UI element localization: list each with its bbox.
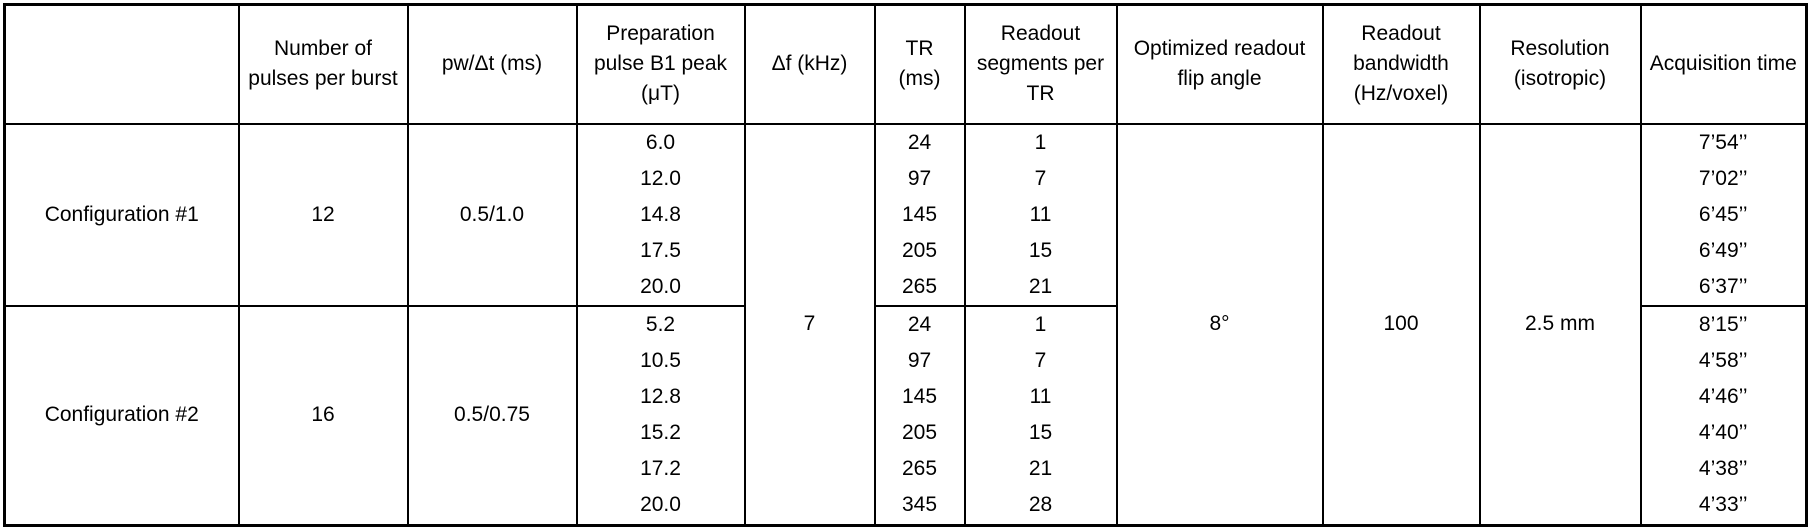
stacked-value: 21 — [1028, 274, 1053, 298]
bandwidth-cell: 100 — [1321, 122, 1481, 527]
stacked-value: 11 — [1029, 202, 1052, 226]
readout-segments-values-cell: 1 7 11 15 21 — [963, 122, 1118, 307]
sequence-parameters-table: Number of pulses per burst pw/Δt (ms) Pr… — [3, 3, 1808, 527]
stacked-value: 24 — [907, 312, 932, 336]
configuration-2-row: Configuration #2 16 0.5/0.75 5.2 10.5 12.8… — [3, 304, 1808, 527]
readout-segments-values-cell: 1 7 11 15 21 28 — [963, 304, 1118, 527]
stacked-value: 21 — [1028, 457, 1053, 481]
stacked-value: 1 — [1034, 312, 1047, 336]
header-readout-segments: Readout segments per TR — [963, 3, 1118, 125]
pw-dt-cell: 0.5/0.75 — [406, 304, 578, 527]
header-pulses-per-burst: Number of pulses per burst — [237, 3, 409, 125]
acquisition-time-values-cell: 8’15’’ 4’58’’ 4’46’’ 4’40’’ 4’38’’ 4’33’’ — [1639, 304, 1808, 527]
stacked-value: 10.5 — [640, 349, 681, 373]
header-bandwidth: Readout bandwidth (Hz/voxel) — [1321, 3, 1481, 125]
stacked-value: 97 — [907, 166, 932, 190]
b1-peak-values-cell: 6.0 12.0 14.8 17.5 20.0 — [575, 122, 746, 307]
stacked-value: 12.0 — [640, 166, 681, 190]
pulses-per-burst-cell: 12 — [237, 122, 409, 307]
table-header-row: Number of pulses per burst pw/Δt (ms) Pr… — [3, 3, 1808, 125]
delta-f-cell: 7 — [743, 122, 876, 527]
stacked-value: 1 — [1034, 130, 1047, 154]
stacked-value: 12.8 — [640, 385, 681, 409]
stacked-value: 15.2 — [640, 421, 681, 445]
stacked-value: 145 — [901, 385, 938, 409]
stacked-value: 6’37’’ — [1698, 274, 1748, 298]
stacked-value: 4’46’’ — [1698, 385, 1748, 409]
header-pw-dt: pw/Δt (ms) — [406, 3, 578, 125]
stacked-value: 20.0 — [640, 493, 681, 517]
stacked-value: 8’15’’ — [1698, 312, 1748, 336]
stacked-value: 97 — [907, 349, 932, 373]
stacked-value: 6’45’’ — [1698, 202, 1748, 226]
stacked-value: 7’02’’ — [1698, 166, 1748, 190]
stacked-value: 205 — [901, 238, 938, 262]
stacked-value: 11 — [1029, 385, 1052, 409]
stacked-value: 345 — [901, 493, 938, 517]
stacked-value: 4’58’’ — [1698, 349, 1748, 373]
stacked-value: 4’38’’ — [1698, 457, 1748, 481]
stacked-value: 145 — [901, 202, 938, 226]
flip-angle-cell: 8° — [1115, 122, 1324, 527]
stacked-value: 265 — [901, 457, 938, 481]
tr-values-cell: 24 97 145 205 265 — [873, 122, 966, 307]
stacked-value: 265 — [901, 274, 938, 298]
stacked-value: 24 — [907, 130, 932, 154]
tr-values-cell: 24 97 145 205 265 345 — [873, 304, 966, 527]
stacked-value: 4’33’’ — [1698, 493, 1748, 517]
header-delta-f: Δf (kHz) — [743, 3, 876, 125]
stacked-value: 5.2 — [645, 312, 676, 336]
stacked-value: 205 — [901, 421, 938, 445]
stacked-value: 15 — [1028, 238, 1053, 262]
acquisition-time-values-cell: 7’54’’ 7’02’’ 6’45’’ 6’49’’ 6’37’’ — [1639, 122, 1808, 307]
stacked-value: 17.2 — [640, 457, 681, 481]
stacked-value: 6’49’’ — [1698, 238, 1748, 262]
pw-dt-cell: 0.5/1.0 — [406, 122, 578, 307]
stacked-value: 4’40’’ — [1698, 421, 1748, 445]
header-resolution: Resolution (isotropic) — [1478, 3, 1642, 125]
config-name-cell: Configuration #1 — [3, 122, 240, 307]
b1-peak-values-cell: 5.2 10.5 12.8 15.2 17.2 20.0 — [575, 304, 746, 527]
header-tr: TR (ms) — [873, 3, 966, 125]
stacked-value: 7 — [1034, 166, 1047, 190]
stacked-value: 7’54’’ — [1698, 130, 1748, 154]
config-name-cell: Configuration #2 — [3, 304, 240, 527]
header-acquisition-time: Acquisition time — [1639, 3, 1808, 125]
stacked-value: 6.0 — [645, 130, 676, 154]
header-blank — [3, 3, 240, 125]
stacked-value: 17.5 — [640, 238, 681, 262]
resolution-cell: 2.5 mm — [1478, 122, 1642, 527]
header-b1-peak: Preparation pulse B1 peak (μT) — [575, 3, 746, 125]
stacked-value: 28 — [1028, 493, 1053, 517]
stacked-value: 14.8 — [640, 202, 681, 226]
configuration-1-row: Configuration #1 12 0.5/1.0 6.0 12.0 14.8 1… — [3, 122, 1808, 527]
stacked-value: 7 — [1034, 349, 1047, 373]
stacked-value: 20.0 — [640, 274, 681, 298]
pulses-per-burst-cell: 16 — [237, 304, 409, 527]
stacked-value: 15 — [1028, 421, 1053, 445]
header-flip-angle: Optimized readout flip angle — [1115, 3, 1324, 125]
